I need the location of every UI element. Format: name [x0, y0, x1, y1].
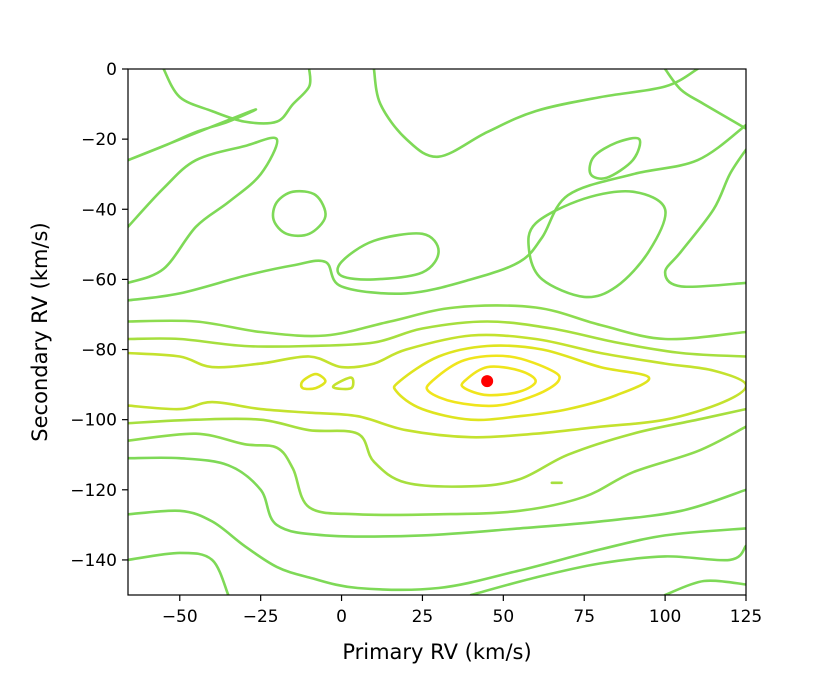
- x-tick-label: 75: [573, 607, 595, 627]
- contour-line-level-0-14: [128, 136, 279, 285]
- x-tick-label: 0: [336, 607, 347, 627]
- x-tick-label: −25: [243, 607, 279, 627]
- x-axis-ticks: −50 −25 0 25 50 75 100 125: [162, 595, 762, 627]
- marker-layer: [481, 375, 494, 388]
- x-tick-label: 100: [649, 607, 681, 627]
- contour-line-level-0-8: [128, 123, 746, 302]
- contour-line-level-0-17: [372, 69, 699, 159]
- y-tick-label: −120: [70, 481, 117, 501]
- x-axis-label: Primary RV (km/s): [342, 640, 531, 664]
- contour-line-level-4-2: [392, 344, 651, 422]
- x-tick-label: 25: [412, 607, 434, 627]
- y-tick-label: −40: [81, 200, 117, 220]
- contour-line-level-6-0: [460, 365, 537, 397]
- contour-line-level-0-11: [128, 551, 230, 595]
- x-tick-label: 50: [493, 607, 515, 627]
- peak-marker: [481, 375, 494, 388]
- contour-line-level-0-23: [527, 189, 667, 299]
- y-tick-label: −100: [70, 411, 117, 431]
- y-tick-label: 0: [106, 60, 117, 80]
- y-tick-label: −80: [81, 341, 117, 361]
- y-axis-label: Secondary RV (km/s): [28, 222, 52, 441]
- contour-layer: [128, 69, 746, 595]
- plot-frame: [127, 68, 747, 596]
- contour-line-level-0-10: [128, 509, 746, 592]
- contour-line-level-1-7: [128, 425, 746, 517]
- contour-line-level-0-18: [663, 69, 746, 130]
- contour-line-level-0-9: [128, 456, 746, 538]
- contour-line-level-0-13: [663, 579, 746, 595]
- contour-line-level-0-22: [588, 136, 642, 180]
- contour-line-level-0-19: [663, 148, 746, 289]
- contour-line-level-0-21: [336, 232, 440, 281]
- contour-line-level-0-20: [271, 189, 327, 238]
- y-tick-label: −20: [81, 130, 117, 150]
- contour-line-level-5-1: [425, 354, 561, 408]
- contour-line-level-0-15: [162, 69, 312, 125]
- contour-line-level-0-16: [128, 108, 258, 162]
- x-tick-label: −50: [162, 607, 198, 627]
- contour-line-level-1-6: [128, 304, 746, 341]
- contour-line-level-2-4: [128, 320, 746, 358]
- contour-line-level-0-12: [469, 544, 746, 595]
- y-tick-label: −140: [70, 551, 117, 571]
- contour-line-level-3-3: [128, 333, 746, 439]
- contour-line-level-3-25: [331, 376, 355, 391]
- contour-line-level-2-5: [128, 407, 746, 488]
- contour-line-level-4-24: [299, 372, 327, 391]
- y-axis-ticks: 0 −20 −40 −60 −80 −100 −120 −140: [70, 60, 128, 571]
- y-tick-label: −60: [81, 270, 117, 290]
- x-tick-label: 125: [730, 607, 762, 627]
